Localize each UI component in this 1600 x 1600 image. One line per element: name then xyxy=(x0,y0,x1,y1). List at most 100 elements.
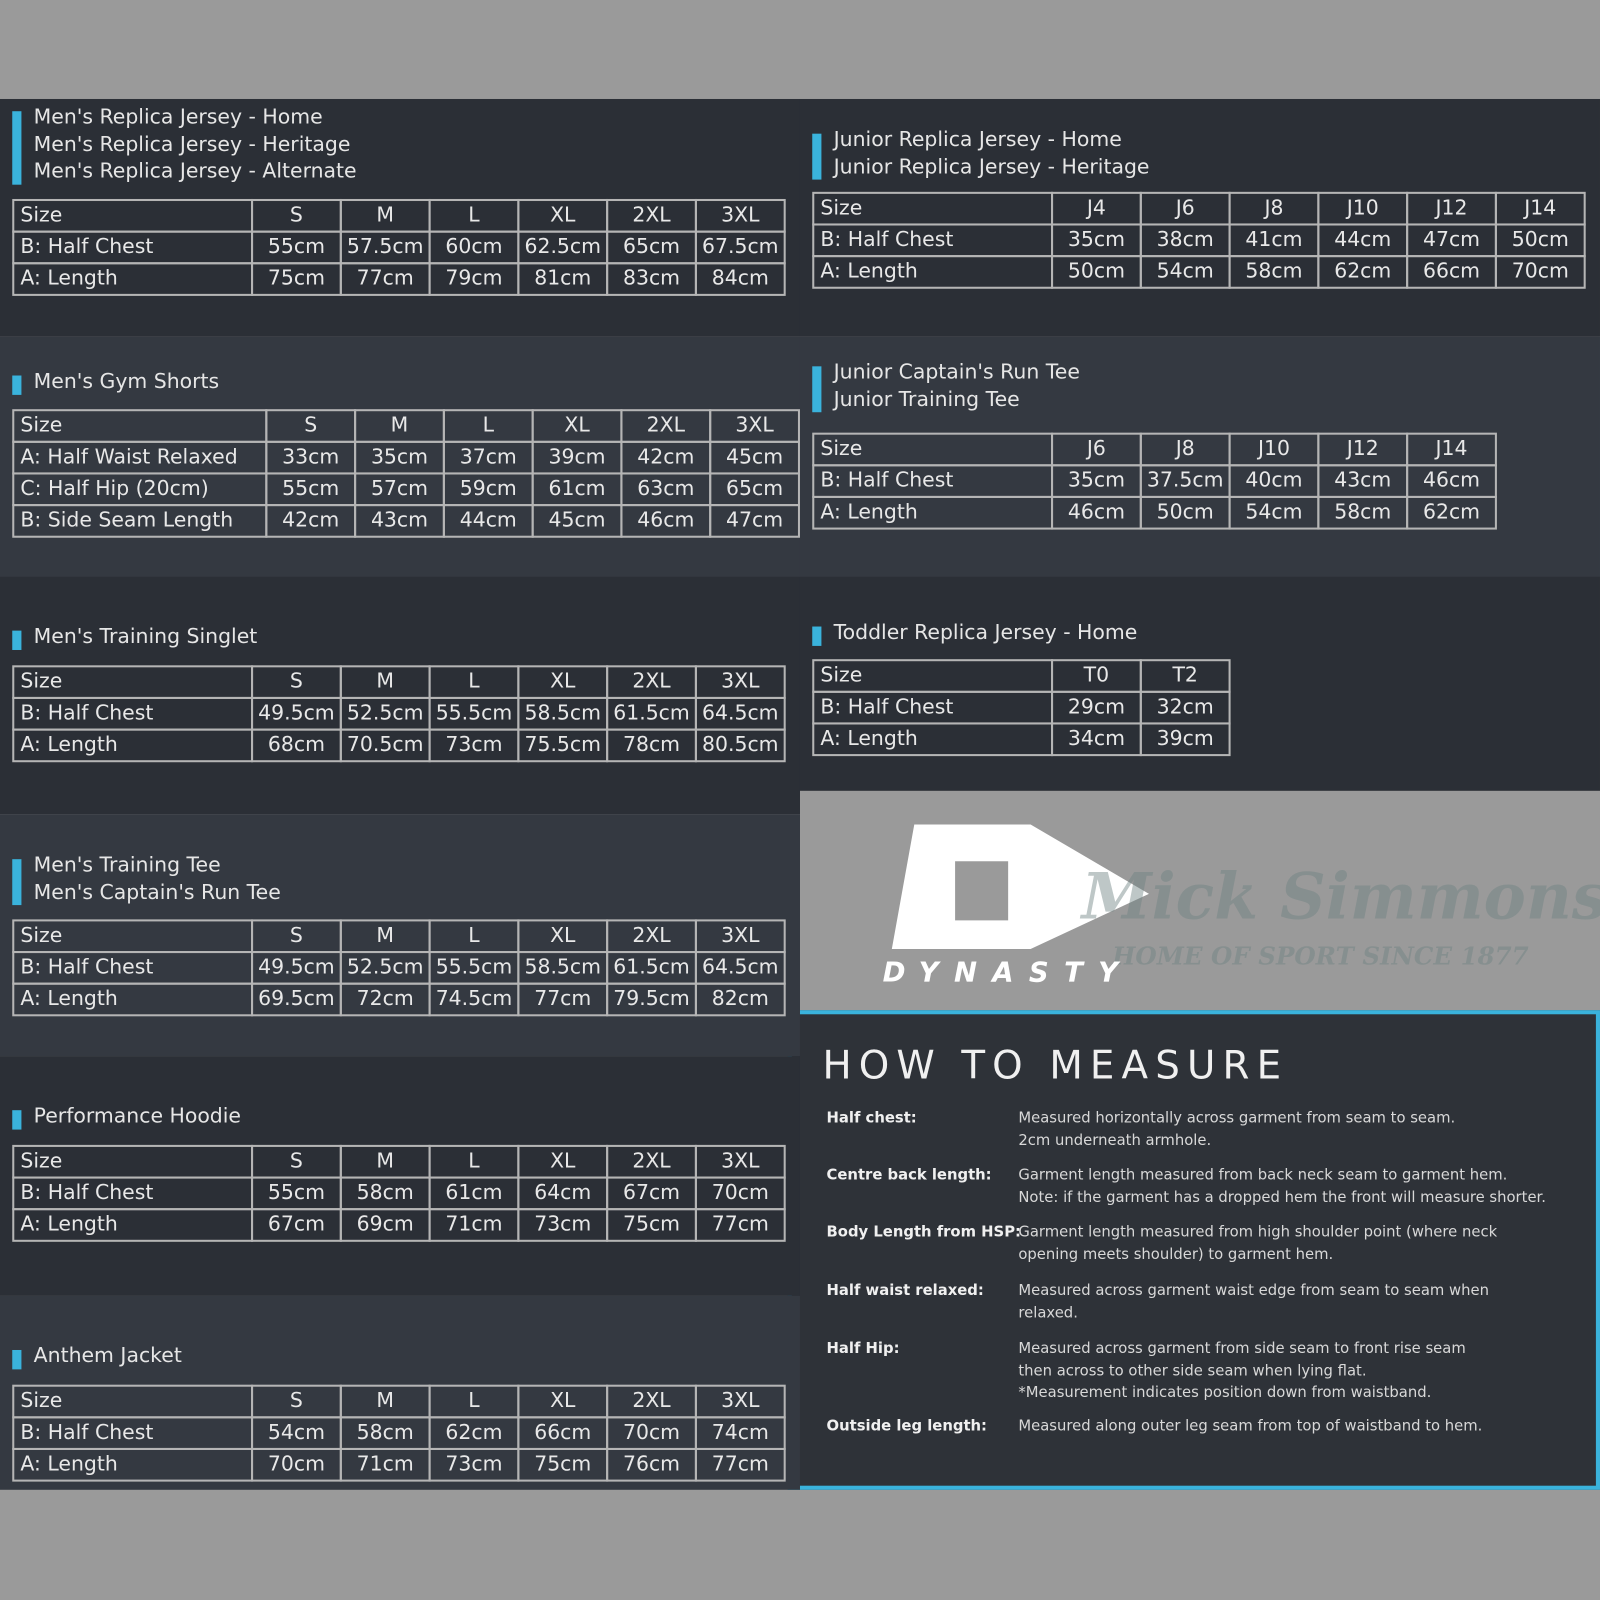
table-cell: A: Half Waist Relaxed xyxy=(12,440,268,475)
measure-description: Garment length measured from high should… xyxy=(1018,1224,1498,1241)
accent-bar xyxy=(812,366,822,413)
header-cell: S xyxy=(251,1384,342,1419)
how-to-measure: HOW TO MEASURE Half chest: Measured horiz… xyxy=(787,1010,1600,1490)
section-title: Men's Replica Jersey - Heritage xyxy=(33,131,351,156)
table-cell: 70cm xyxy=(694,1176,786,1211)
table-cell: 67.5cm xyxy=(694,230,786,265)
table-cell: 58cm xyxy=(1317,495,1409,530)
size-section: Performance Hoodie Size S M L XL 2XL 3XL B: Half… xyxy=(0,1056,800,1296)
table-cell: 75cm xyxy=(517,1447,609,1482)
table-cell: 55cm xyxy=(251,1176,342,1211)
table-cell: 39cm xyxy=(531,440,623,475)
table-cell: 55cm xyxy=(265,472,357,507)
section-title: Men's Captain's Run Tee xyxy=(33,879,281,904)
table-cell: B: Half Chest xyxy=(12,951,254,985)
table-cell: 74cm xyxy=(694,1416,786,1450)
table-cell: 57.5cm xyxy=(339,230,431,265)
header-cell: Size xyxy=(12,919,254,954)
table-cell: 32cm xyxy=(1139,690,1231,725)
table-cell: 81cm xyxy=(517,262,609,296)
table-cell: 64.5cm xyxy=(694,951,786,985)
table-cell: 46cm xyxy=(1051,495,1142,530)
table-cell: 75cm xyxy=(606,1208,697,1242)
table-cell: 75.5cm xyxy=(517,728,609,763)
header-cell: J8 xyxy=(1228,191,1320,226)
measure-label: Half Hip: xyxy=(826,1340,900,1358)
table-cell: 34cm xyxy=(1051,722,1142,757)
table-cell: 79.5cm xyxy=(606,982,697,1017)
table-cell: 73cm xyxy=(428,1447,520,1482)
table-cell: 29cm xyxy=(1051,690,1142,725)
table-cell: 46cm xyxy=(1406,464,1497,498)
table-cell: 77cm xyxy=(694,1208,786,1242)
header-cell: T0 xyxy=(1051,659,1142,693)
header-cell: 3XL xyxy=(694,665,786,699)
table-cell: 61.5cm xyxy=(606,696,697,731)
table-cell: 37.5cm xyxy=(1139,464,1231,498)
table-cell: 77cm xyxy=(694,1447,786,1482)
table-cell: 59cm xyxy=(442,472,534,507)
table-cell: 45cm xyxy=(709,440,800,475)
measure-description: then across to other side seam when lyin… xyxy=(1018,1362,1367,1380)
table-cell: 44cm xyxy=(1317,223,1409,258)
table-cell: 47cm xyxy=(709,504,800,538)
header-cell: S xyxy=(251,198,342,233)
header-cell: 2XL xyxy=(606,1144,697,1179)
table-cell: 40cm xyxy=(1228,464,1320,498)
watermark-tagline: HOME OF SPORT SINCE 1877 xyxy=(1112,940,1529,971)
table-cell: 38cm xyxy=(1139,223,1231,258)
table-cell: 55cm xyxy=(251,230,342,265)
section-title: Toddler Replica Jersey - Home xyxy=(833,619,1138,644)
table-cell: 58cm xyxy=(1228,255,1320,289)
table-cell: 45cm xyxy=(531,504,623,538)
table-cell: 50cm xyxy=(1494,223,1586,258)
table-cell: 61cm xyxy=(531,472,623,507)
header-cell: 2XL xyxy=(606,1384,697,1419)
section-title: Performance Hoodie xyxy=(33,1103,241,1128)
table-cell: B: Half Chest xyxy=(812,223,1054,258)
measure-description: Note: if the garment has a dropped hem t… xyxy=(1018,1189,1546,1206)
header-cell: J6 xyxy=(1139,191,1231,226)
accent-bar xyxy=(12,859,22,906)
header-cell: 3XL xyxy=(694,919,786,954)
header-cell: 3XL xyxy=(694,1384,786,1419)
table-cell: 49.5cm xyxy=(251,696,342,731)
watermark: Mick Simmons xyxy=(1081,859,1600,934)
table-cell: C: Half Hip (20cm) xyxy=(12,472,268,507)
measure-description: relaxed. xyxy=(1018,1304,1078,1321)
table-cell: 83cm xyxy=(606,262,697,296)
table-cell: 52.5cm xyxy=(339,951,431,985)
table-cell: 47cm xyxy=(1406,223,1497,258)
table-cell: 64.5cm xyxy=(694,696,786,731)
accent-bar xyxy=(12,375,22,395)
header-cell: L xyxy=(428,1384,520,1419)
accent-bar xyxy=(12,630,22,650)
table-cell: 65cm xyxy=(709,472,800,507)
measure-label: Outside leg length: xyxy=(826,1418,987,1435)
accent-bar xyxy=(812,133,822,180)
table-cell: 43cm xyxy=(354,504,445,538)
header-cell: 3XL xyxy=(694,1144,786,1179)
table-cell: 33cm xyxy=(265,440,357,475)
header-cell: L xyxy=(442,409,534,443)
table-cell: A: Length xyxy=(12,728,254,763)
table-cell: B: Half Chest xyxy=(12,230,254,265)
header-cell: Size xyxy=(12,198,254,233)
header-cell: J4 xyxy=(1051,191,1142,226)
section-title: Men's Gym Shorts xyxy=(33,368,220,393)
table-cell: 62.5cm xyxy=(517,230,609,265)
table-cell: A: Length xyxy=(12,1447,254,1482)
table-cell: 80.5cm xyxy=(694,728,786,763)
accent-bar xyxy=(12,111,22,185)
section-title: Junior Replica Jersey - Home xyxy=(833,126,1122,152)
table-cell: B: Half Chest xyxy=(12,696,254,731)
header-cell: J14 xyxy=(1494,191,1586,226)
table-cell: 43cm xyxy=(1317,464,1409,498)
table-cell: 76cm xyxy=(606,1447,697,1482)
table-cell: B: Half Chest xyxy=(812,690,1054,725)
header-cell: J6 xyxy=(1051,432,1142,467)
table-cell: 58.5cm xyxy=(517,696,609,731)
header-cell: S xyxy=(265,409,357,443)
table-cell: 39cm xyxy=(1139,722,1231,757)
table-cell: 73cm xyxy=(517,1208,609,1242)
